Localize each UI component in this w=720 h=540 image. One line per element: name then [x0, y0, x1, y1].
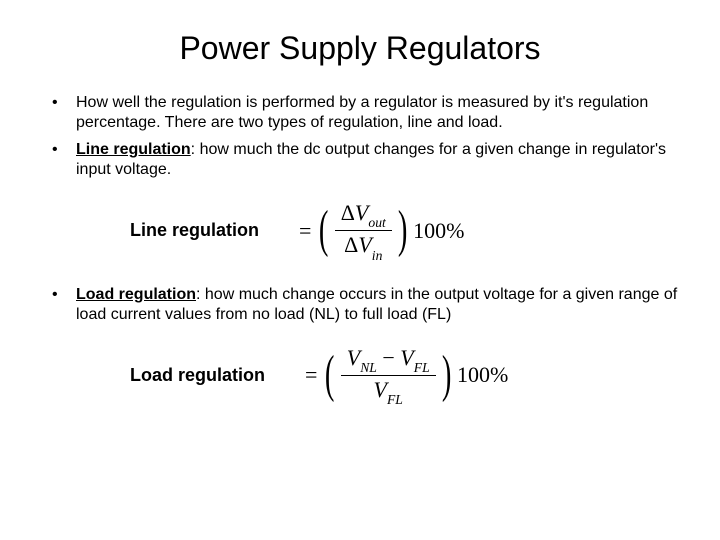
delta-symbol: Δ [344, 232, 358, 257]
term-load-regulation: Load regulation [76, 286, 196, 303]
load-regulation-formula: = ( VNL − VFL VFL ) 100% [301, 344, 508, 408]
bullet-list: How well the regulation is performed by … [30, 93, 690, 181]
bullet-item-3: Load regulation: how much change occurs … [52, 285, 690, 326]
line-regulation-formula: = ( ΔVout ΔVin ) 100% [295, 199, 464, 263]
line-regulation-formula-row: Line regulation = ( ΔVout ΔVin ) 100% [30, 199, 690, 263]
load-regulation-label: Load regulation [130, 365, 265, 386]
right-paren-icon: ) [442, 352, 452, 399]
equals-sign: = [299, 218, 311, 244]
hundred-percent: 100% [457, 362, 508, 388]
fraction-load-reg: VNL − VFL VFL [341, 344, 436, 408]
slide-container: Power Supply Regulators How well the reg… [0, 0, 720, 449]
denominator: ΔVin [338, 231, 388, 262]
v-symbol: V [347, 345, 360, 370]
minus-sign: − [377, 345, 400, 370]
subscript-fl: FL [387, 392, 403, 407]
bullet-item-1: How well the regulation is performed by … [52, 93, 690, 134]
subscript-in: in [372, 248, 383, 263]
left-paren-icon: ( [325, 352, 335, 399]
bullet-list-2: Load regulation: how much change occurs … [30, 285, 690, 326]
subscript-out: out [368, 215, 385, 230]
equals-sign: = [305, 362, 317, 388]
numerator: ΔVout [335, 199, 392, 231]
subscript-nl: NL [360, 360, 377, 375]
v-symbol: V [400, 345, 413, 370]
v-symbol: V [358, 232, 371, 257]
right-paren-icon: ) [398, 207, 408, 254]
hundred-percent: 100% [413, 218, 464, 244]
fraction-line-reg: ΔVout ΔVin [335, 199, 392, 263]
subscript-fl: FL [414, 360, 430, 375]
line-regulation-label: Line regulation [130, 220, 259, 241]
left-paren-icon: ( [319, 207, 329, 254]
load-regulation-formula-row: Load regulation = ( VNL − VFL VFL ) 100% [30, 344, 690, 408]
term-line-regulation: Line regulation [76, 141, 191, 158]
numerator: VNL − VFL [341, 344, 436, 376]
denominator: VFL [368, 376, 409, 407]
bullet-item-2: Line regulation: how much the dc output … [52, 140, 690, 181]
v-symbol: V [355, 200, 368, 225]
bullet-text-1: How well the regulation is performed by … [76, 94, 648, 131]
v-symbol: V [374, 377, 387, 402]
delta-symbol: Δ [341, 200, 355, 225]
slide-title: Power Supply Regulators [30, 30, 690, 67]
